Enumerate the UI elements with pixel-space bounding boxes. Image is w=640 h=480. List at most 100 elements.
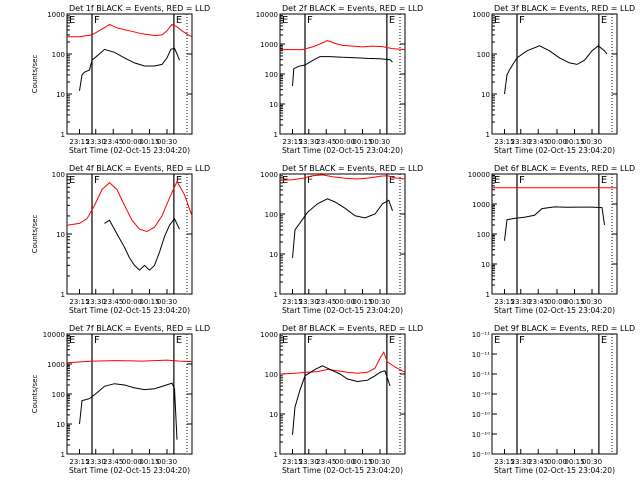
x-tick-label: 00:00: [547, 458, 567, 466]
y-tick-label: 100: [265, 211, 278, 219]
y-tick-label: 100: [265, 71, 278, 79]
x-axis-label: Start Time (02-Oct-15 23:04:20): [494, 306, 615, 315]
x-tick-label: 00:15: [139, 138, 159, 146]
series-line: [66, 359, 193, 364]
x-tick-label: 00:00: [335, 298, 355, 306]
panel-title: Det 9f BLACK = Events, RED = LLD: [494, 324, 635, 333]
x-tick-label: 23:30: [299, 298, 319, 306]
series-line: [279, 174, 406, 181]
y-tick-label: 100: [477, 51, 490, 59]
y-tick-label: 100: [265, 371, 278, 379]
x-tick-label: 00:15: [352, 138, 372, 146]
x-tick-label: 00:00: [547, 298, 567, 306]
x-tick-label: 00:00: [547, 138, 567, 146]
y-tick-label: 1000: [472, 11, 490, 19]
y-tick-label: 10000: [43, 331, 65, 339]
x-tick-label: 00:30: [157, 298, 177, 306]
y-tick-label: 10: [481, 91, 490, 99]
marker-label-E-left: E: [282, 335, 288, 346]
marker-label-E: E: [601, 335, 607, 346]
y-tick-label: 1: [486, 291, 490, 299]
y-axis-label: Counts/sec: [31, 215, 39, 254]
marker-label-F: F: [307, 15, 313, 26]
panel-det-1: Det 1f BLACK = Events, RED = LLD 1 10 100 10…: [31, 4, 210, 155]
y-tick-label: 100: [52, 391, 65, 399]
marker-label-E: E: [176, 15, 182, 26]
marker-label-F: F: [519, 175, 525, 186]
x-tick-label: 00:30: [370, 458, 390, 466]
y-tick-label: 10⁻¹¹: [472, 331, 490, 339]
series-line: [280, 40, 406, 51]
y-tick-label: 1000: [260, 41, 278, 49]
plot-frame: [66, 13, 193, 135]
y-tick-label: 10⁻¹¹: [472, 371, 490, 379]
x-tick-label: 23:45: [103, 138, 123, 146]
x-axis-label: Start Time (02-Oct-15 23:04:20): [282, 466, 403, 475]
marker-label-E: E: [176, 335, 182, 346]
x-tick-label: 23:45: [103, 458, 123, 466]
y-tick-label: 10: [269, 251, 278, 259]
y-tick-label: 1: [274, 451, 278, 459]
y-tick-label: 1: [61, 451, 65, 459]
marker-label-E: E: [389, 15, 395, 26]
x-tick-label: 23:45: [528, 298, 548, 306]
y-tick-label: 100: [477, 231, 490, 239]
x-tick-label: 00:30: [370, 298, 390, 306]
marker-label-E-left: E: [494, 15, 500, 26]
y-tick-label: 1000: [260, 331, 278, 339]
panel-det-9: Det 9f BLACK = Events, RED = LLD 10⁻¹⁰ 10⁻…: [472, 324, 635, 475]
plot-frame: [66, 333, 193, 455]
x-tick-label: 00:00: [335, 458, 355, 466]
y-tick-label: 10⁻¹¹: [472, 351, 490, 359]
panel-det-7: Det 7f BLACK = Events, RED = LLD 1 10 100 10…: [31, 324, 210, 475]
y-tick-label: 10: [269, 411, 278, 419]
y-tick-label: 10⁻¹⁰: [472, 411, 490, 419]
panel-title: Det 3f BLACK = Events, RED = LLD: [494, 4, 635, 13]
x-tick-label: 23:15: [282, 298, 302, 306]
marker-label-E: E: [601, 175, 607, 186]
y-tick-label: 10: [56, 421, 65, 429]
x-tick-label: 23:45: [316, 298, 336, 306]
plot-frame: [279, 173, 406, 295]
marker-label-F: F: [94, 175, 100, 186]
series-line: [292, 56, 393, 86]
panel-title: Det 6f BLACK = Events, RED = LLD: [494, 164, 635, 173]
x-tick-label: 23:15: [69, 298, 89, 306]
panel-title: Det 8f BLACK = Events, RED = LLD: [282, 324, 423, 333]
x-tick-label: 00:30: [370, 138, 390, 146]
x-axis-label: Start Time (02-Oct-15 23:04:20): [494, 466, 615, 475]
series-line: [67, 23, 193, 38]
y-axis-label: Counts/sec: [31, 375, 39, 414]
x-tick-label: 23:30: [86, 458, 106, 466]
panel-title: Det 7f BLACK = Events, RED = LLD: [69, 324, 210, 333]
marker-label-F: F: [519, 335, 525, 346]
y-tick-label: 1: [274, 131, 278, 139]
marker-label-E: E: [601, 15, 607, 26]
panel-det-8: Det 8f BLACK = Events, RED = LLD 1 10 100 10…: [260, 324, 423, 475]
marker-label-F: F: [307, 335, 313, 346]
x-tick-label: 23:30: [511, 298, 531, 306]
series-line: [79, 47, 180, 91]
x-tick-label: 23:45: [103, 298, 123, 306]
x-tick-label: 23:30: [299, 138, 319, 146]
series-line: [292, 365, 391, 435]
x-tick-label: 00:15: [352, 458, 372, 466]
panel-title: Det 1f BLACK = Events, RED = LLD: [69, 4, 210, 13]
y-tick-label: 1: [61, 131, 65, 139]
marker-label-E-left: E: [69, 335, 75, 346]
x-tick-label: 23:30: [299, 458, 319, 466]
x-tick-label: 23:15: [282, 138, 302, 146]
x-axis-label: Start Time (02-Oct-15 23:04:20): [69, 146, 190, 155]
x-tick-label: 23:30: [86, 298, 106, 306]
panel-det-6: Det 6f BLACK = Events, RED = LLD 1 10 100 10…: [468, 164, 635, 315]
x-tick-label: 23:15: [494, 458, 514, 466]
series-line: [104, 217, 180, 271]
plot-frame: [491, 173, 618, 295]
x-tick-label: 00:15: [352, 298, 372, 306]
x-tick-label: 00:15: [564, 298, 584, 306]
x-tick-label: 00:30: [157, 458, 177, 466]
marker-label-F: F: [94, 335, 100, 346]
plot-frame: [279, 13, 406, 135]
marker-label-E-left: E: [494, 175, 500, 186]
x-tick-label: 23:45: [528, 458, 548, 466]
